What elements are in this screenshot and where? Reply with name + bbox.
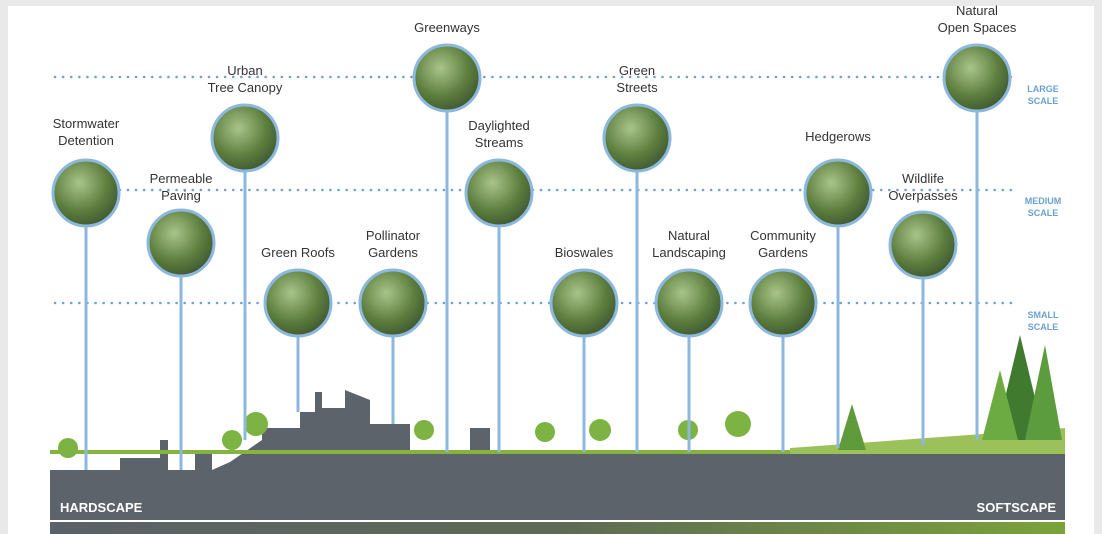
scale-label: MEDIUM	[1025, 196, 1062, 206]
photo	[466, 160, 532, 226]
photo	[750, 270, 816, 336]
node-label: Streams	[475, 135, 524, 150]
node-label: Hedgerows	[805, 129, 871, 144]
node-label: Natural	[668, 228, 710, 243]
node-label: Gardens	[368, 245, 418, 260]
photo	[551, 270, 617, 336]
node-label: Streets	[616, 80, 658, 95]
node-label: Urban	[227, 63, 262, 78]
photo	[805, 160, 871, 226]
photo	[414, 45, 480, 111]
node-label: Wildlife	[902, 171, 944, 186]
node-label: Stormwater	[53, 116, 120, 131]
scale-label: LARGE	[1027, 84, 1059, 94]
node-label: Daylighted	[468, 118, 529, 133]
node-label: Green	[619, 63, 655, 78]
node-label: Natural	[956, 3, 998, 18]
node-label: Pollinator	[366, 228, 421, 243]
photo	[604, 105, 670, 171]
node-label: Permeable	[150, 171, 213, 186]
footer-right: SOFTSCAPE	[977, 500, 1057, 515]
node-label: Green Roofs	[261, 245, 335, 260]
diagram: HARDSCAPE SOFTSCAPE Stormwater Detention P…	[0, 0, 1102, 534]
footer-left: HARDSCAPE	[60, 500, 143, 515]
photo	[148, 210, 214, 276]
scale-label: SMALL	[1028, 310, 1059, 320]
node-label: Paving	[161, 188, 201, 203]
photo	[656, 270, 722, 336]
node-label: Tree Canopy	[208, 80, 283, 95]
node-label: Community	[750, 228, 816, 243]
node-label: Landscaping	[652, 245, 726, 260]
node-label: Overpasses	[888, 188, 958, 203]
photo	[944, 45, 1010, 111]
node-label: Bioswales	[555, 245, 614, 260]
node-label: Greenways	[414, 20, 480, 35]
node-label: Detention	[58, 133, 114, 148]
scale-label: SCALE	[1028, 322, 1059, 332]
photo	[265, 270, 331, 336]
photo	[360, 270, 426, 336]
node-label: Open Spaces	[938, 20, 1017, 35]
photo	[890, 212, 956, 278]
node-label: Gardens	[758, 245, 808, 260]
photo	[53, 160, 119, 226]
scale-label: SCALE	[1028, 96, 1059, 106]
photo	[212, 105, 278, 171]
scale-label: SCALE	[1028, 208, 1059, 218]
